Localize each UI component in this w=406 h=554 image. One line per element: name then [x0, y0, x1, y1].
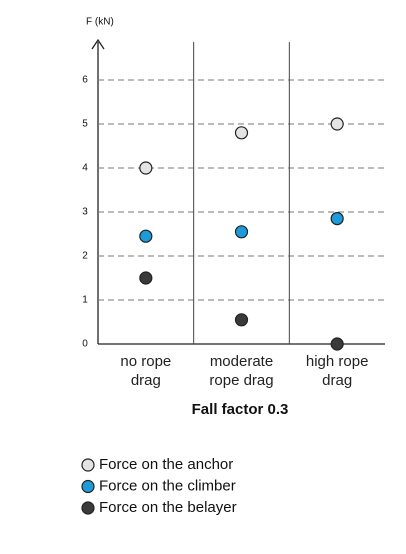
y-tick-label: 6 [82, 75, 88, 86]
legend-label: Force on the anchor [99, 456, 233, 473]
legend-label: Force on the belayer [99, 499, 237, 516]
y-tick-label: 4 [82, 163, 88, 174]
y-tick-label: 3 [82, 207, 88, 218]
x-tick-label: high rope drag [305, 353, 369, 389]
data-point [330, 117, 344, 131]
x-tick-label: moderate rope drag [209, 353, 274, 389]
y-axis-label: F (kN) [86, 17, 114, 28]
data-point [234, 126, 249, 140]
x-axis-title: Fall factor 0.3 [192, 401, 289, 418]
legend-label: Force on the climber [99, 477, 236, 494]
data-point [234, 225, 249, 239]
y-tick-label: 1 [82, 295, 88, 306]
y-tick-label: 2 [82, 251, 88, 262]
legend-marker [81, 479, 95, 494]
y-tick-label: 0 [82, 339, 88, 350]
y-axis-arrow [91, 38, 105, 50]
data-point [234, 313, 249, 327]
y-tick-label: 5 [82, 119, 88, 130]
data-point [330, 337, 344, 351]
data-point [139, 161, 153, 175]
data-point [330, 212, 344, 226]
data-point [139, 229, 153, 243]
x-tick-label: no rope drag [120, 353, 172, 389]
data-point [139, 271, 153, 285]
legend-marker [81, 458, 95, 472]
legend-marker [81, 501, 95, 515]
